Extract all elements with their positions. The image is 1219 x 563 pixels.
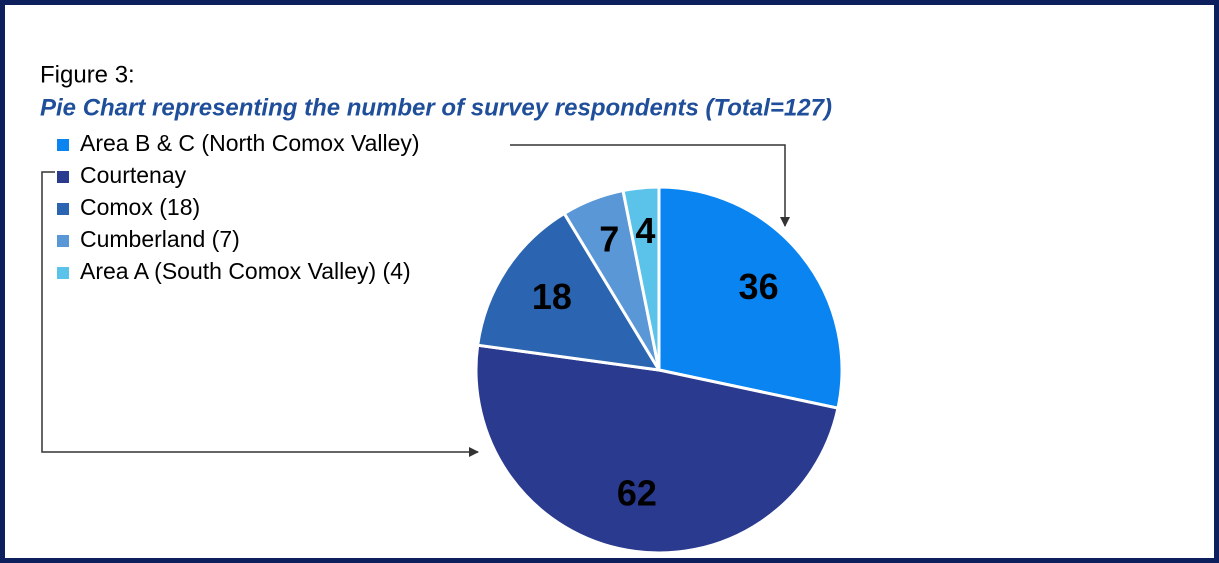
legend-label: Courtenay	[80, 162, 187, 188]
legend-swatch	[57, 235, 69, 247]
data-label: 18	[532, 276, 572, 317]
legend-swatch	[57, 139, 69, 151]
legend-label: Area A (South Comox Valley) (4)	[80, 258, 411, 284]
data-label: 7	[599, 219, 619, 260]
legend-label: Cumberland (7)	[80, 226, 240, 252]
legend-swatch	[57, 203, 69, 215]
pie-slice	[476, 211, 662, 372]
pie-slice	[657, 185, 844, 410]
connector-arrow	[510, 144, 790, 227]
data-label: 62	[617, 473, 657, 514]
chart-subtitle: Pie Chart representing the number of sur…	[40, 94, 832, 121]
chart-title: Figure 3:	[40, 61, 135, 88]
pie-slice	[474, 343, 840, 555]
legend: Area B & C (North Comox Valley) Courtenay…	[57, 130, 420, 284]
connector-arrow	[41, 171, 479, 457]
legend-swatch	[57, 171, 69, 183]
pie: 36 62 18 7 4	[474, 185, 844, 555]
data-label: 36	[739, 266, 779, 307]
pie-slice	[621, 185, 661, 371]
legend-label: Comox (18)	[80, 194, 200, 220]
data-label: 4	[635, 210, 655, 251]
legend-label: Area B & C (North Comox Valley)	[80, 130, 420, 156]
legend-swatch	[57, 267, 69, 279]
